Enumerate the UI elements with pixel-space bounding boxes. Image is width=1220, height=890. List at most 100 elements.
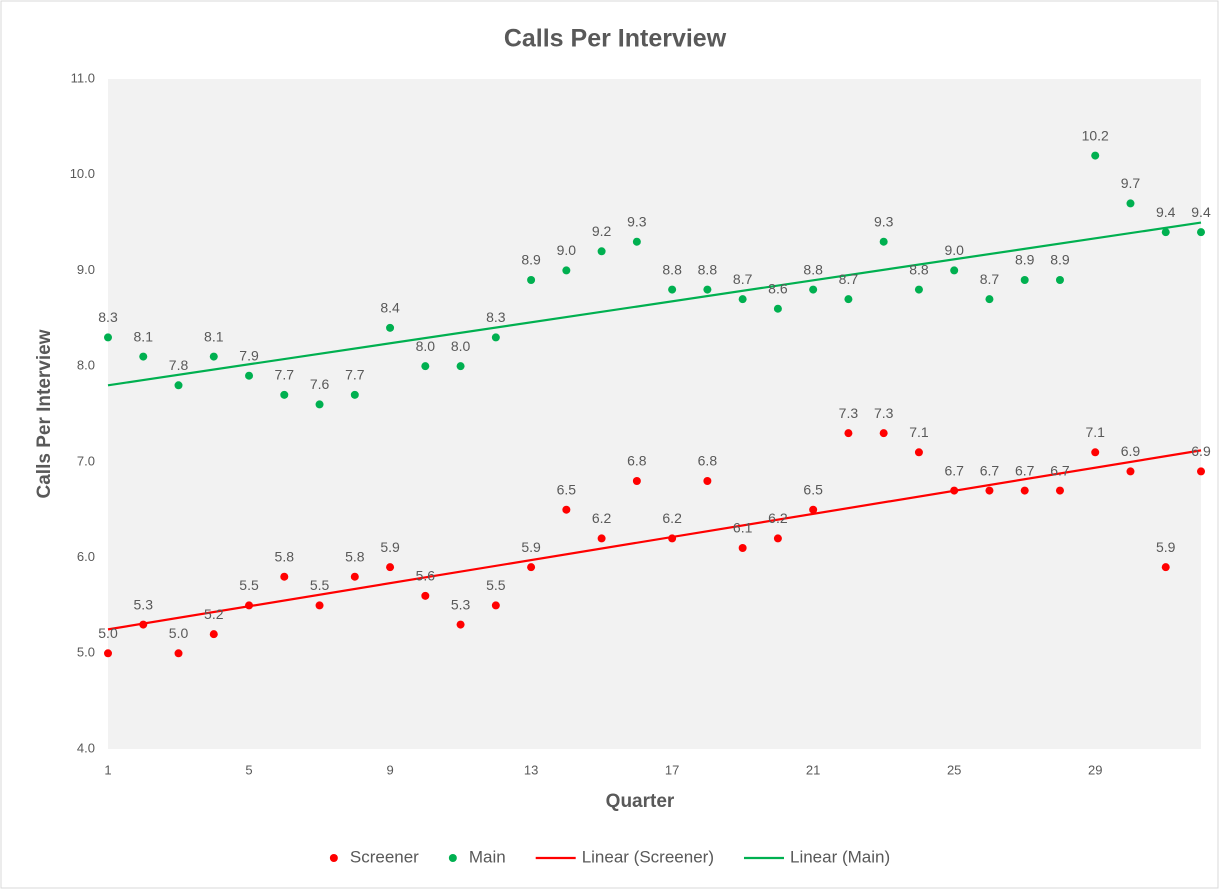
y-tick-label: 9.0 xyxy=(77,262,95,277)
data-label: 6.5 xyxy=(557,481,577,497)
point xyxy=(632,237,641,246)
x-tick-label: 5 xyxy=(245,762,252,777)
data-label: 5.5 xyxy=(486,577,506,593)
point xyxy=(809,505,818,514)
data-label: 6.7 xyxy=(980,462,1000,478)
point xyxy=(280,572,289,581)
data-label: 8.7 xyxy=(980,271,1000,287)
data-label: 8.9 xyxy=(521,252,541,268)
data-label: 8.9 xyxy=(1050,252,1070,268)
data-label: 8.0 xyxy=(451,338,471,354)
data-label: 8.6 xyxy=(768,280,788,296)
point xyxy=(879,429,888,438)
y-tick-label: 11.0 xyxy=(71,70,95,85)
data-label: 9.3 xyxy=(874,213,894,229)
data-label: 9.0 xyxy=(557,242,577,258)
data-label: 7.7 xyxy=(345,367,365,383)
data-label: 8.7 xyxy=(733,271,753,287)
y-tick-label: 5.0 xyxy=(77,645,95,660)
data-label: 7.3 xyxy=(839,405,859,421)
data-label: 6.9 xyxy=(1121,443,1141,459)
point xyxy=(738,544,747,552)
point xyxy=(527,276,536,284)
data-label: 5.8 xyxy=(345,548,365,564)
data-label: 5.9 xyxy=(1156,539,1176,555)
point xyxy=(773,534,782,543)
data-label: 8.0 xyxy=(416,338,436,354)
legend-label: Linear (Screener) xyxy=(582,847,714,866)
data-label: 7.7 xyxy=(275,367,295,383)
x-tick-label: 9 xyxy=(386,762,393,777)
data-label: 5.6 xyxy=(416,568,436,584)
plot-area xyxy=(108,79,1201,749)
point xyxy=(1020,276,1029,284)
data-label: 6.9 xyxy=(1191,443,1211,459)
point xyxy=(1197,467,1205,476)
data-label: 8.1 xyxy=(204,328,224,344)
x-tick-label: 13 xyxy=(524,762,538,777)
point xyxy=(350,390,359,399)
data-label: 7.3 xyxy=(874,405,894,421)
data-label: 6.7 xyxy=(944,462,964,478)
point xyxy=(491,333,500,342)
point xyxy=(562,505,571,514)
point xyxy=(914,285,923,294)
point xyxy=(844,295,853,304)
x-tick-label: 29 xyxy=(1088,762,1102,777)
point xyxy=(738,295,747,304)
point xyxy=(985,486,994,495)
data-label: 8.8 xyxy=(803,261,823,277)
point xyxy=(668,534,677,543)
point xyxy=(773,304,782,313)
y-tick-label: 4.0 xyxy=(77,740,95,755)
point xyxy=(491,601,500,610)
point xyxy=(1126,199,1135,208)
data-label: 7.6 xyxy=(310,376,330,392)
point xyxy=(703,477,712,485)
point xyxy=(386,323,395,332)
x-tick-label: 21 xyxy=(806,762,820,777)
data-label: 10.2 xyxy=(1082,127,1109,143)
point xyxy=(386,563,395,572)
data-label: 7.8 xyxy=(169,357,189,373)
point xyxy=(562,266,571,275)
point xyxy=(1055,486,1064,495)
point xyxy=(174,381,183,390)
trendline xyxy=(107,449,1202,631)
data-label: 9.3 xyxy=(627,213,647,229)
point xyxy=(315,400,324,409)
y-tick-label: 7.0 xyxy=(77,453,95,468)
data-label: 8.8 xyxy=(698,261,718,277)
data-label: 7.1 xyxy=(1085,424,1105,440)
point xyxy=(879,237,888,246)
point xyxy=(421,362,430,371)
data-label: 8.9 xyxy=(1015,252,1035,268)
trendline xyxy=(107,221,1202,387)
point xyxy=(209,352,218,361)
legend-label: Screener xyxy=(350,847,419,866)
data-label: 8.3 xyxy=(98,309,118,325)
point xyxy=(914,448,923,457)
y-tick-label: 8.0 xyxy=(77,358,95,373)
point xyxy=(421,591,430,600)
data-label: 6.7 xyxy=(1015,462,1035,478)
point xyxy=(1055,276,1064,284)
data-label: 5.2 xyxy=(204,606,224,622)
data-label: 5.0 xyxy=(169,625,189,641)
point xyxy=(315,601,324,610)
point xyxy=(1091,448,1100,457)
data-label: 6.2 xyxy=(662,510,682,526)
data-label: 9.4 xyxy=(1156,204,1176,220)
data-label: 5.9 xyxy=(380,539,400,555)
data-label: 6.8 xyxy=(627,453,647,469)
data-label: 8.4 xyxy=(380,300,400,316)
chart-title: Calls Per Interview xyxy=(504,25,727,53)
data-label: 7.9 xyxy=(239,347,259,363)
x-tick-label: 17 xyxy=(665,762,679,777)
point xyxy=(139,620,148,629)
point xyxy=(209,630,218,639)
data-label: 6.7 xyxy=(1050,462,1070,478)
data-label: 9.2 xyxy=(592,223,612,239)
point xyxy=(632,477,641,485)
point xyxy=(703,285,712,294)
